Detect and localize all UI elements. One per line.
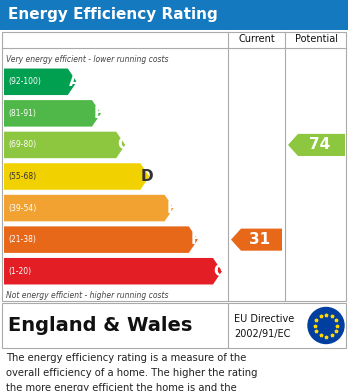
Text: EU Directive: EU Directive — [234, 314, 294, 324]
Text: Current: Current — [238, 34, 275, 44]
Bar — [0, 0, 348, 30]
Text: A: A — [69, 74, 81, 89]
Text: C: C — [118, 137, 129, 152]
Text: Energy Efficiency Rating: Energy Efficiency Rating — [8, 7, 218, 23]
Polygon shape — [231, 229, 282, 251]
Polygon shape — [288, 134, 345, 156]
Bar — [2, 32, 346, 301]
Text: Very energy efficient - lower running costs: Very energy efficient - lower running co… — [6, 54, 168, 63]
Polygon shape — [4, 258, 222, 285]
Circle shape — [308, 307, 344, 344]
Text: D: D — [141, 169, 154, 184]
Text: 31: 31 — [249, 232, 270, 247]
Text: The energy efficiency rating is a measure of the
overall efficiency of a home. T: The energy efficiency rating is a measur… — [6, 353, 258, 391]
Polygon shape — [4, 68, 77, 95]
Text: G: G — [214, 264, 226, 279]
Text: 74: 74 — [309, 137, 330, 152]
Text: (55-68): (55-68) — [8, 172, 36, 181]
Text: F: F — [191, 232, 201, 247]
Text: Not energy efficient - higher running costs: Not energy efficient - higher running co… — [6, 291, 168, 300]
Bar — [2, 303, 346, 348]
Polygon shape — [4, 132, 125, 158]
Text: (92-100): (92-100) — [8, 77, 41, 86]
Polygon shape — [4, 163, 149, 190]
Text: (39-54): (39-54) — [8, 204, 36, 213]
Text: Potential: Potential — [295, 34, 338, 44]
Text: (81-91): (81-91) — [8, 109, 36, 118]
Text: (21-38): (21-38) — [8, 235, 36, 244]
Polygon shape — [4, 226, 198, 253]
Polygon shape — [4, 195, 174, 221]
Text: England & Wales: England & Wales — [8, 316, 192, 335]
Text: E: E — [166, 201, 177, 215]
Polygon shape — [4, 100, 101, 127]
Text: B: B — [93, 106, 105, 121]
Text: 2002/91/EC: 2002/91/EC — [234, 328, 290, 339]
Text: (1-20): (1-20) — [8, 267, 31, 276]
Text: (69-80): (69-80) — [8, 140, 36, 149]
